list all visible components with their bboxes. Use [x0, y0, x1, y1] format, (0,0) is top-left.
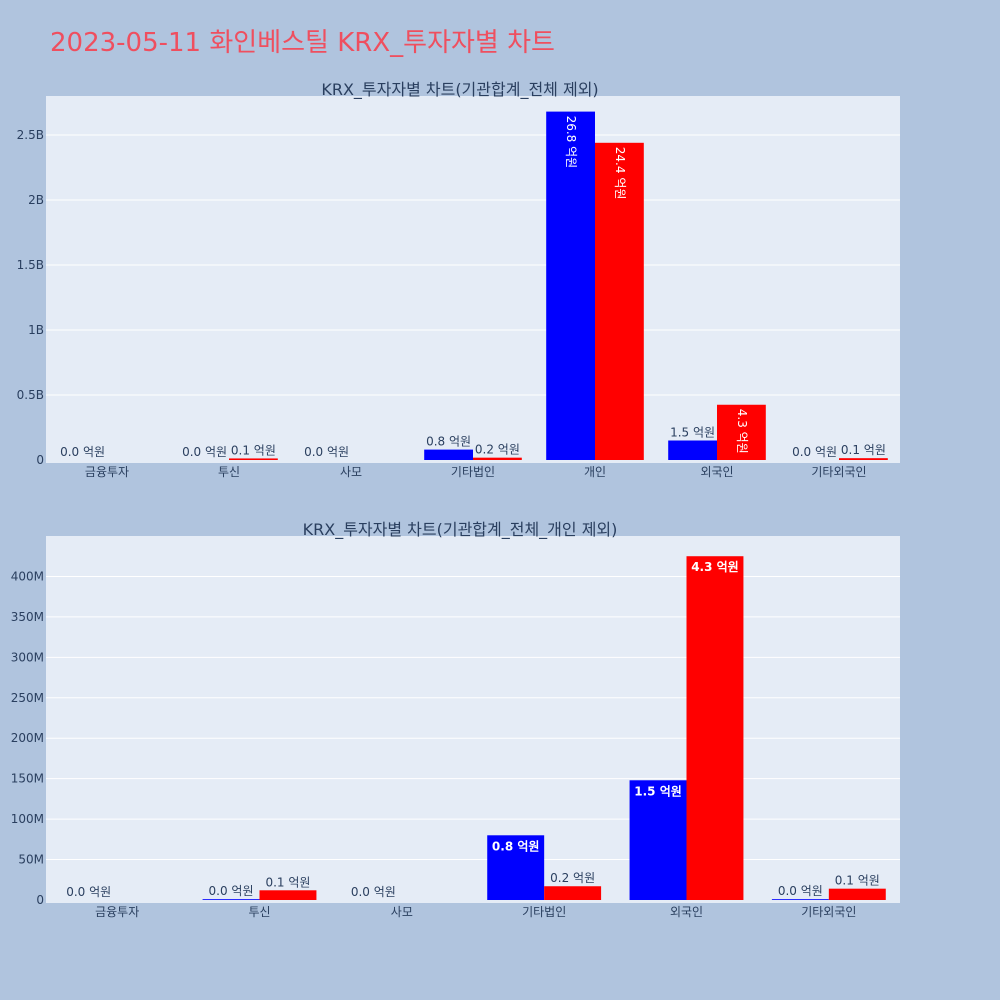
bar-sell [229, 458, 278, 460]
x-tick-label: 기타법인 [451, 465, 495, 479]
bar-sell [544, 886, 602, 900]
y-tick-label: 350M [11, 610, 44, 624]
y-tick-label: 150M [11, 772, 44, 786]
y-tick-label: 100M [11, 812, 44, 826]
data-label: 0.0 억원 [792, 445, 837, 459]
y-tick-label: 200M [11, 731, 44, 745]
data-label: 0.0 억원 [778, 884, 823, 898]
data-label: 0.0 억원 [304, 445, 349, 459]
data-label: 0.2 억원 [550, 871, 595, 885]
data-label: 0.2 억원 [475, 443, 520, 457]
data-label: 0.0 억원 [209, 884, 254, 898]
y-tick-label: 250M [11, 691, 44, 705]
x-tick-label: 기타외국인 [801, 905, 856, 919]
chart-title: KRX_투자자별 차트(기관합계_전체_개인 제외) [303, 520, 618, 540]
x-tick-label: 개인 [584, 465, 606, 479]
chart-1: 0 0.5B 1B 1.5B 2B 2.5B KRX_투자자별 차트(기관합계_전체 제외)… [17, 80, 900, 479]
x-tick-label: 투신 [248, 905, 270, 919]
bar-buy [202, 899, 260, 900]
x-tick-label: 금융투자 [95, 905, 139, 919]
data-label: 0.8 억원 [492, 839, 540, 853]
data-label: 0.1 억원 [265, 875, 310, 889]
x-tick-label: 투신 [218, 465, 240, 479]
y-tick-label: 50M [18, 853, 44, 867]
bar-sell [686, 556, 744, 900]
data-label: 0.0 억원 [182, 445, 227, 459]
x-tick-label: 사모 [340, 465, 362, 479]
x-tick-label: 기타외국인 [811, 465, 866, 479]
bar-buy [668, 440, 717, 460]
bar-buy [487, 835, 545, 900]
data-label: 0.0 억원 [60, 445, 105, 459]
bar-sell [473, 457, 522, 460]
y-tick-label: 2B [28, 193, 44, 207]
data-label: 0.8 억원 [426, 435, 471, 449]
x-tick-label: 기타법인 [522, 905, 566, 919]
bar-buy [424, 449, 473, 460]
x-tick-label: 금융투자 [85, 465, 129, 479]
data-label: 24.4 억원 [613, 147, 627, 200]
y-tick-label: 1.5B [17, 258, 44, 272]
data-label: 0.1 억원 [231, 443, 276, 457]
bar-buy [771, 899, 829, 900]
chart-2: 0 50M 100M 150M 200M 250M 300M 350M 400M KRX_투자자별… [11, 520, 900, 919]
data-label: 1.5 억원 [634, 784, 682, 798]
data-label: 4.3 억원 [735, 409, 749, 454]
y-tick-label: 0 [36, 453, 44, 467]
y-tick-label: 0 [36, 893, 44, 907]
data-label: 1.5 억원 [670, 426, 715, 440]
bar-sell [259, 890, 317, 900]
plot-area [46, 96, 900, 463]
data-label: 0.1 억원 [835, 874, 880, 888]
data-label: 4.3 억원 [691, 560, 739, 574]
bar-sell [595, 142, 644, 461]
data-label: 0.1 억원 [841, 443, 886, 457]
y-tick-label: 2.5B [17, 128, 44, 142]
x-tick-label: 외국인 [700, 465, 733, 479]
bar-sell [839, 458, 888, 460]
data-label: 26.8 억원 [564, 116, 578, 169]
bar-buy [629, 780, 687, 900]
y-tick-label: 300M [11, 650, 44, 664]
y-tick-label: 0.5B [17, 388, 44, 402]
chart-title: KRX_투자자별 차트(기관합계_전체 제외) [321, 80, 598, 100]
x-tick-label: 사모 [391, 905, 413, 919]
plot-area [46, 536, 900, 903]
data-label: 0.0 억원 [351, 885, 396, 899]
bar-buy [546, 111, 595, 460]
data-label: 0.0 억원 [66, 885, 111, 899]
y-tick-label: 400M [11, 569, 44, 583]
x-tick-label: 외국인 [670, 905, 703, 919]
page-title: 2023-05-11 화인베스틸 KRX_투자자별 차트 [50, 28, 555, 58]
bar-sell [828, 888, 886, 900]
bar-sell [717, 404, 766, 460]
y-tick-label: 1B [28, 323, 44, 337]
